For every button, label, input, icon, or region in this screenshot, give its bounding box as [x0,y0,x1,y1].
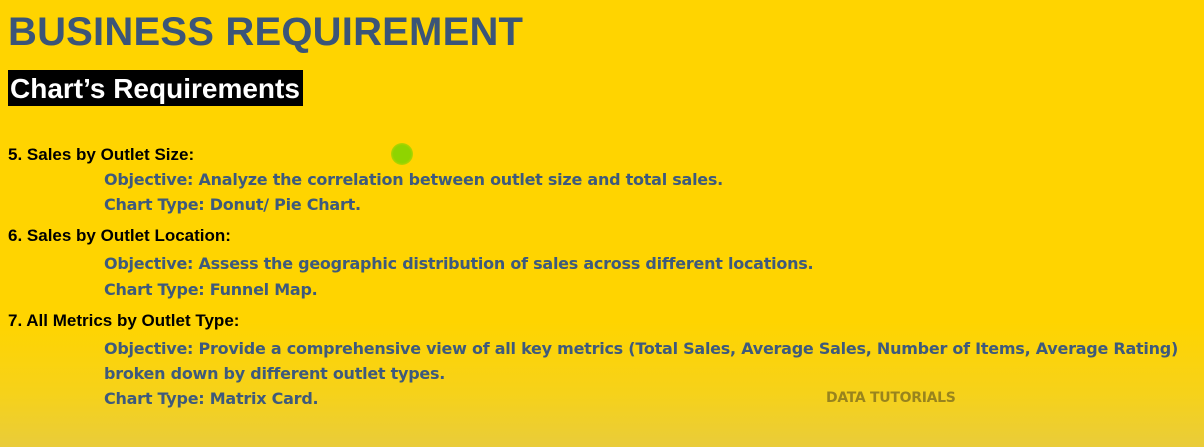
requirement-heading-outlet-type: 7. All Metrics by Outlet Type: [8,311,240,330]
objective-outlet-type-continued: broken down by different outlet types. [104,364,446,383]
objective-outlet-type: Objective: Provide a comprehensive view … [104,339,1179,358]
chart-type-outlet-location: Chart Type: Funnel Map. [104,280,318,299]
chart-type-outlet-type: Chart Type: Matrix Card. [104,389,319,408]
watermark-logo: DATA TUTORIALS [826,390,956,406]
objective-outlet-size: Objective: Analyze the correlation betwe… [104,170,723,189]
cursor-highlight-icon [391,143,413,165]
requirement-heading-outlet-size: 5. Sales by Outlet Size: [8,145,195,164]
chart-type-outlet-size: Chart Type: Donut/ Pie Chart. [104,195,361,214]
section-banner: Chart’s Requirements [8,70,303,106]
objective-outlet-location: Objective: Assess the geographic distrib… [104,254,814,273]
requirement-heading-outlet-location: 6. Sales by Outlet Location: [8,226,231,245]
page-title: BUSINESS REQUIREMENT [8,10,524,54]
